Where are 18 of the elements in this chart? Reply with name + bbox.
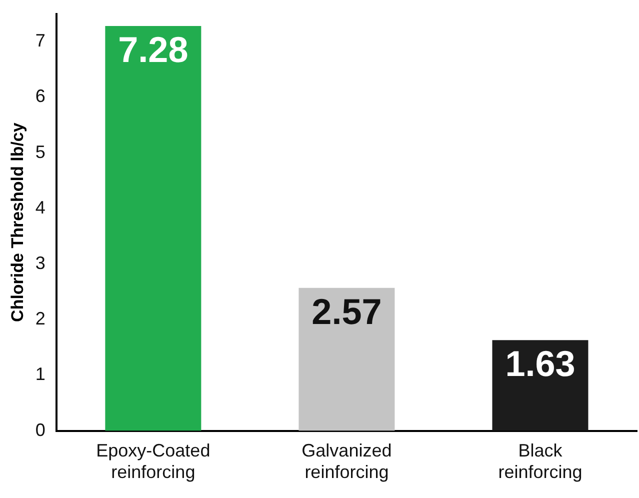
y-tick-label: 3: [35, 252, 46, 273]
y-tick-label: 4: [35, 197, 46, 218]
y-tick-label: 7: [35, 30, 46, 51]
y-tick-label: 2: [35, 308, 46, 329]
data-label: 2.57: [312, 290, 382, 332]
y-axis-title: Chloride Threshold lb/cy: [8, 122, 27, 322]
bar: [298, 288, 395, 431]
bar: [105, 26, 202, 431]
y-tick-label: 0: [35, 420, 46, 440]
y-tick-label: 6: [35, 86, 46, 106]
data-label: 1.63: [505, 343, 576, 384]
x-tick-label: Epoxy-Coated reinforcing: [96, 440, 210, 482]
y-tick-label: 5: [35, 142, 46, 162]
x-tick-label: Black reinforcing: [498, 440, 582, 482]
bar: [492, 340, 588, 431]
y-tick-label: 1: [35, 364, 46, 384]
data-label: 7.28: [118, 28, 188, 70]
x-tick-label: Galvanized reinforcing: [302, 440, 392, 482]
